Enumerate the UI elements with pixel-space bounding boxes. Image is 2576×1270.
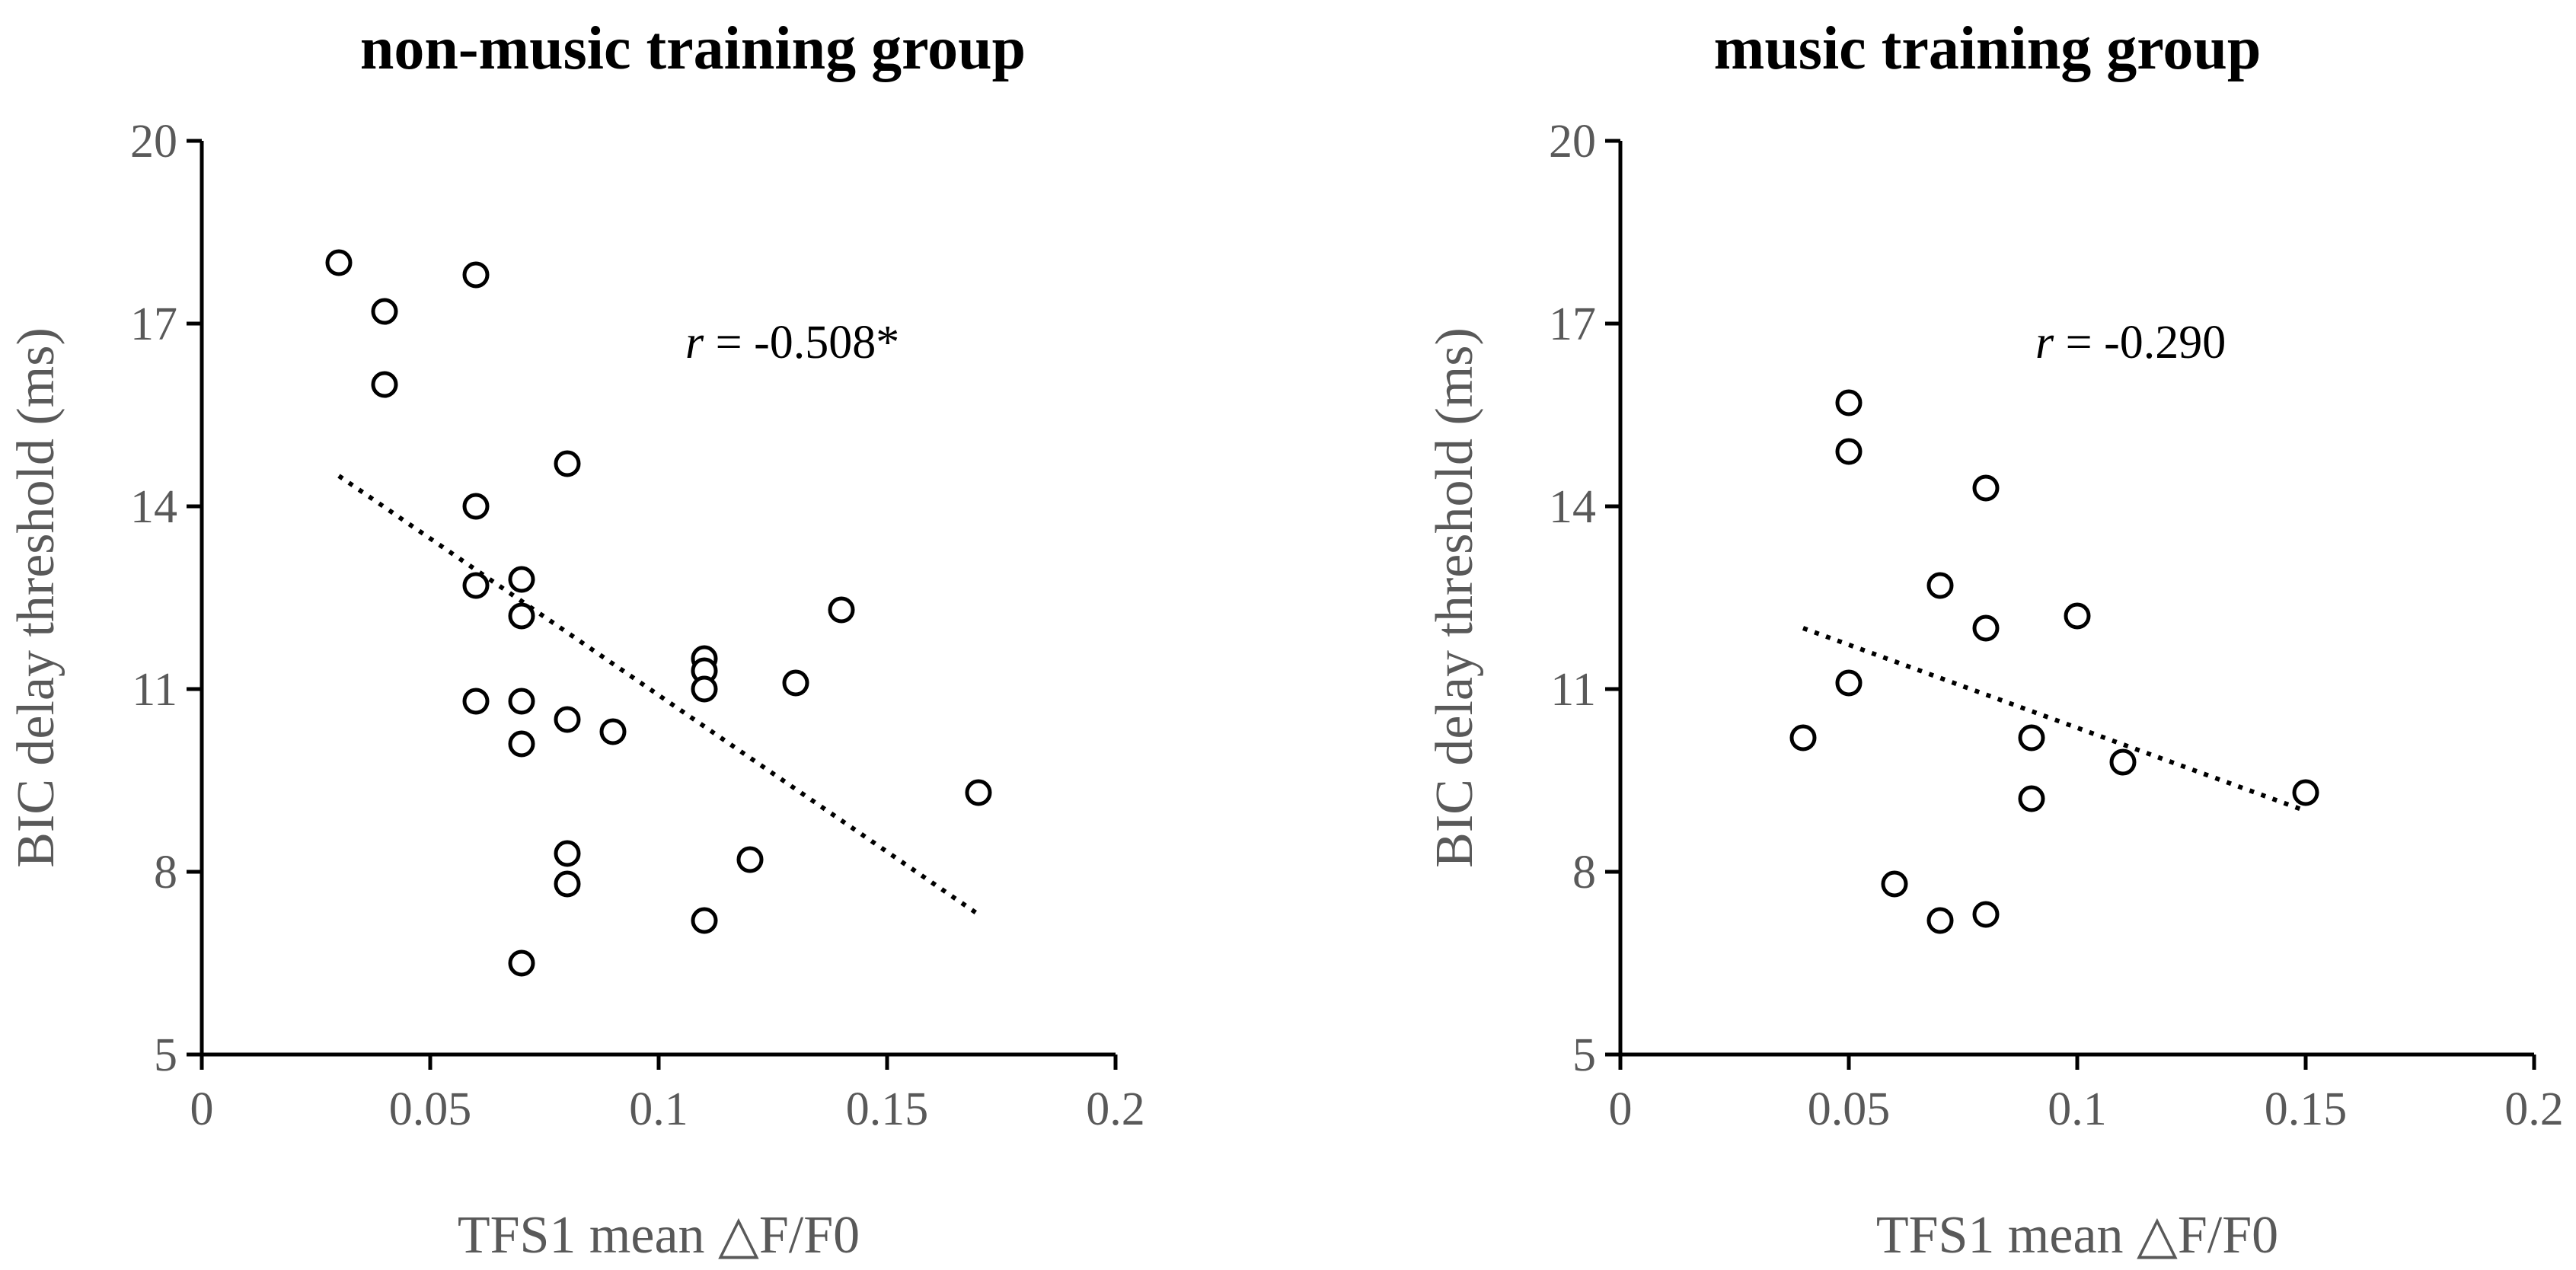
x-tick-label: 0.05: [1808, 1083, 1891, 1135]
data-point: [691, 675, 718, 703]
x-tick-label: 0.1: [629, 1083, 688, 1135]
data-point: [508, 602, 535, 630]
data-point: [462, 493, 490, 520]
y-axis-label: BIC delay threshold (ms): [1425, 327, 1484, 868]
data-point: [1835, 389, 1863, 416]
data-point: [462, 261, 490, 289]
data-point: [462, 572, 490, 599]
data-point: [554, 706, 581, 733]
correlation-annotation: r = -0.508*: [685, 317, 899, 369]
data-point: [1881, 870, 1908, 898]
data-point: [1926, 572, 1954, 599]
y-tick-label: 14: [1549, 481, 1596, 533]
x-tick-label: 0.1: [2048, 1083, 2107, 1135]
x-tick-label: 0: [1609, 1083, 1633, 1135]
y-tick-label: 17: [130, 298, 177, 350]
data-point: [1835, 669, 1863, 697]
data-point: [965, 779, 992, 806]
x-tick-label: 0.15: [846, 1083, 929, 1135]
y-tick-label: 8: [1572, 847, 1596, 898]
data-point: [554, 450, 581, 477]
chart-title: non-music training group: [360, 15, 1026, 82]
x-tick-label: 0.15: [2265, 1083, 2348, 1135]
y-tick-label: 8: [154, 847, 177, 898]
correlation-annotation: r = -0.290: [2035, 317, 2226, 369]
data-point: [1835, 438, 1863, 465]
chart-music-group: music training group 5 8 11 14 17 20 0 0.05 0.1 0.…: [1425, 15, 2564, 1265]
trendline: [1802, 626, 2307, 813]
trendline: [337, 474, 980, 917]
y-tick-label: 17: [1549, 298, 1596, 350]
data-point: [736, 846, 764, 873]
data-point: [2109, 748, 2137, 776]
data-point: [554, 840, 581, 867]
chart-non-music-group: non-music training group 5 8 11 14 17 20 0 0.05 0…: [7, 15, 1145, 1265]
data-point: [691, 907, 718, 934]
y-tick-label: 20: [130, 116, 177, 168]
x-axis-label: TFS1 mean △F/F0: [458, 1206, 860, 1265]
x-tick-label: 0: [190, 1083, 214, 1135]
chart-title: music training group: [1714, 15, 2262, 82]
y-tick-label: 5: [154, 1029, 177, 1081]
y-tick-label: 20: [1549, 116, 1596, 168]
data-point: [1972, 901, 2000, 928]
x-axis-label: TFS1 mean △F/F0: [1876, 1206, 2278, 1265]
data-point: [508, 566, 535, 593]
data-point: [554, 870, 581, 898]
y-tick-label: 11: [1550, 664, 1596, 716]
data-point: [2018, 785, 2045, 812]
data-point: [325, 249, 353, 276]
data-point: [371, 371, 398, 398]
y-axis-label: BIC delay threshold (ms): [7, 327, 65, 868]
data-point: [371, 298, 398, 325]
y-tick-label: 5: [1572, 1029, 1596, 1081]
data-point: [462, 688, 490, 715]
x-tick-label: 0.05: [389, 1083, 472, 1135]
data-point: [828, 596, 855, 624]
data-point: [508, 949, 535, 977]
x-tick-label: 0.2: [2504, 1083, 2564, 1135]
data-point: [2292, 779, 2319, 806]
data-point: [599, 718, 627, 745]
y-tick-label: 11: [132, 664, 177, 716]
data-point: [508, 688, 535, 715]
data-point: [782, 669, 809, 697]
data-point: [2018, 724, 2045, 751]
data-point: [508, 730, 535, 758]
data-point: [1972, 614, 2000, 642]
data-point: [1789, 724, 1817, 751]
data-point: [1926, 907, 1954, 934]
y-tick-label: 14: [130, 481, 177, 533]
x-tick-label: 0.2: [1086, 1083, 1145, 1135]
data-point: [2064, 602, 2091, 630]
data-point: [1972, 474, 2000, 502]
